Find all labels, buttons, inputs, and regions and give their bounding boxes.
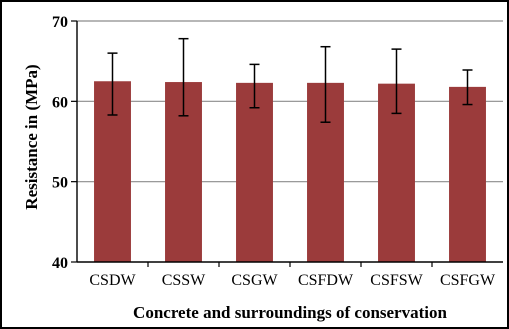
error-bars [107, 37, 473, 123]
y-tick-labels: 40 50 60 70 [52, 14, 68, 272]
x-tick-labels: CSDW CSSW CSGW CSFDW CSFSW CSFGW [89, 272, 496, 289]
x-tick-label: CSDW [89, 272, 136, 289]
y-axis-title: Resistance in (MPa) [22, 64, 41, 209]
y-tick-label: 60 [52, 94, 68, 111]
axes [71, 20, 503, 267]
y-tick-label: 70 [52, 14, 68, 31]
y-tick-label: 40 [52, 255, 68, 272]
x-tick-label: CSFSW [370, 272, 423, 289]
bars [94, 81, 486, 263]
y-tick-label: 50 [52, 175, 68, 192]
x-tick-label: CSFDW [298, 272, 354, 289]
x-axis-title: Concrete and surroundings of conservatio… [133, 303, 447, 322]
bar [236, 82, 273, 263]
gridlines [77, 20, 503, 183]
x-tick-label: CSGW [231, 272, 278, 289]
x-tick-label: CSSW [162, 272, 206, 289]
bar [449, 86, 486, 262]
x-tick-label: CSFGW [440, 272, 496, 289]
